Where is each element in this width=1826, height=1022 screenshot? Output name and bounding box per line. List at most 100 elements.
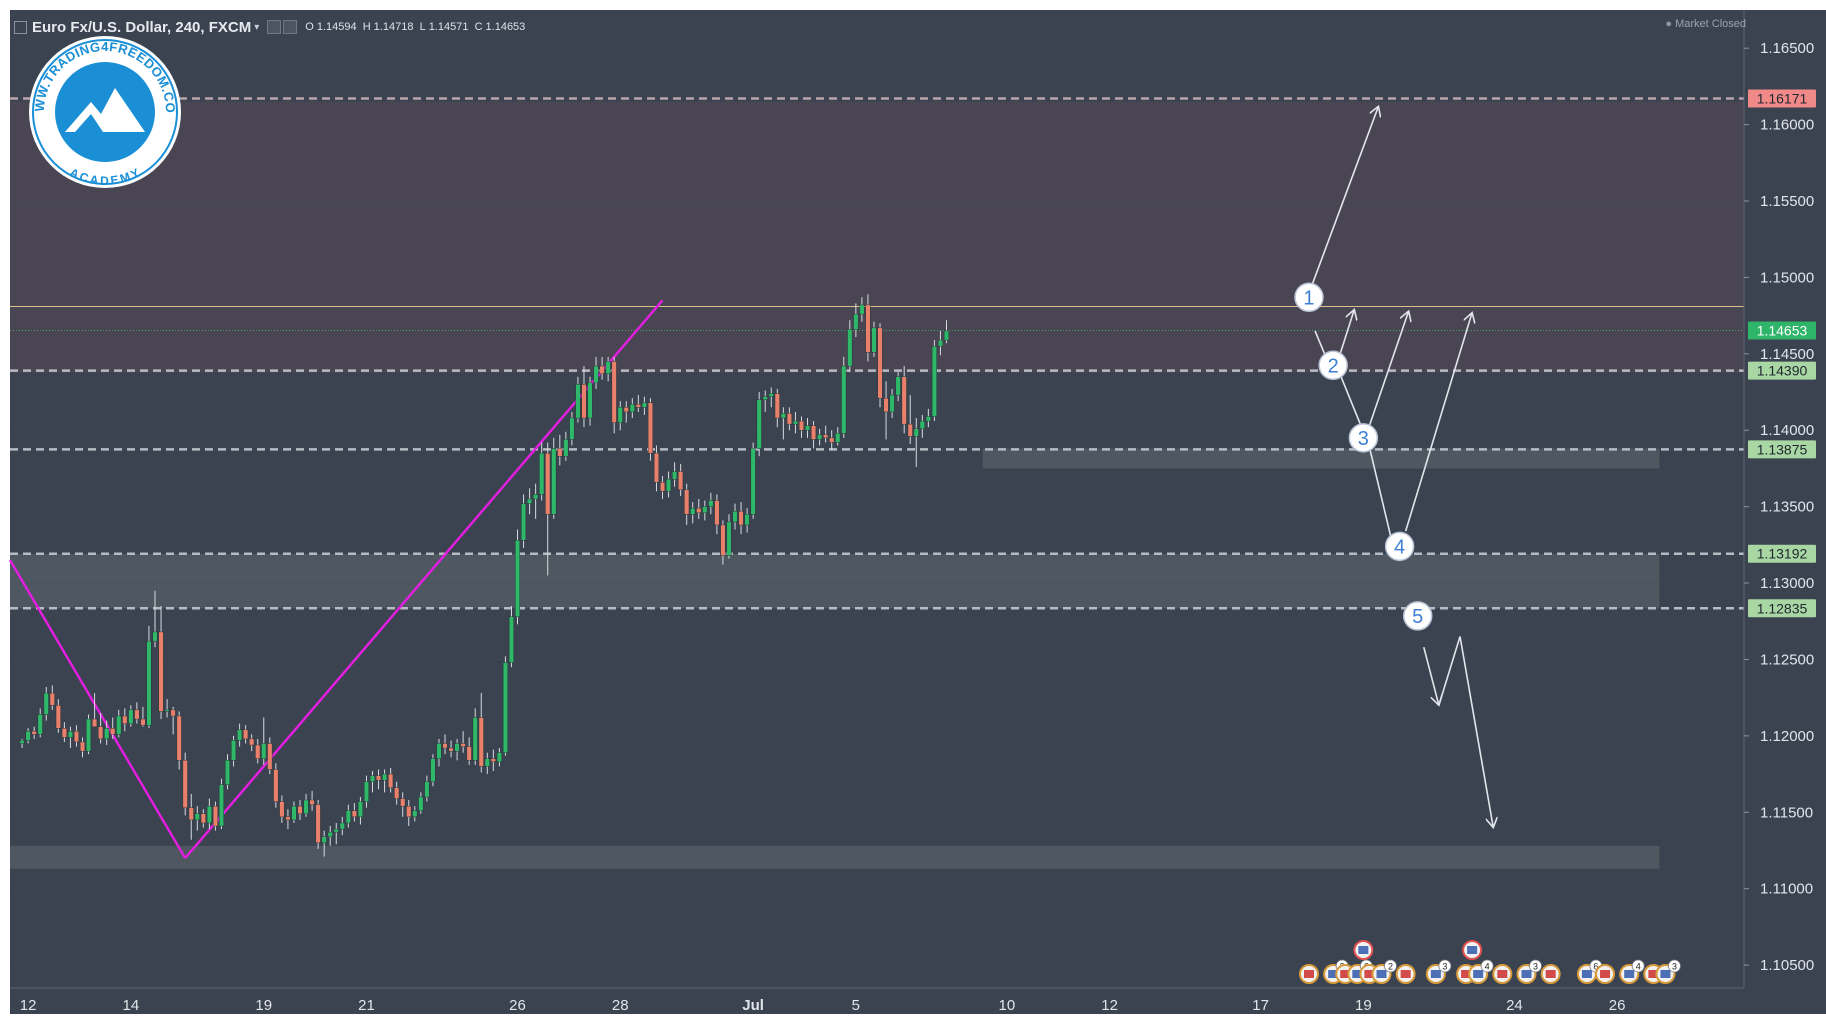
event-flag-fill	[1376, 970, 1387, 978]
candle-body-up	[943, 330, 949, 341]
economic-event-icon[interactable]: 3	[1425, 959, 1452, 984]
candle-body-down	[243, 729, 249, 740]
time-tick-label: 24	[1506, 997, 1523, 1014]
candle-body-down	[61, 728, 67, 738]
price-tick-label: 1.13000	[1760, 575, 1814, 592]
time-tick-label: 26	[1609, 997, 1626, 1014]
candle-body-down	[714, 500, 720, 526]
candle-body-down	[774, 393, 780, 419]
low-value: 1.14571	[428, 21, 469, 33]
candle-body-up	[895, 376, 901, 396]
economic-event-icon[interactable]	[1462, 940, 1483, 960]
candle	[110, 717, 116, 739]
economic-event-icon[interactable]	[1492, 964, 1513, 984]
price-axis[interactable]: 1.16500 1.16000 1.15500 1.15000 1.14500 1.140…	[1744, 40, 1814, 974]
candle-body-down	[442, 743, 448, 749]
scenario-marker-4[interactable]: 4	[1384, 531, 1415, 562]
economic-event-icon[interactable]: 4	[1468, 959, 1494, 984]
time-axis[interactable]: 12 14 19 21 26 28 Jul 5 10 12 17 19 24 26	[20, 997, 1626, 1014]
compare-icon[interactable]	[283, 20, 298, 34]
candle	[104, 720, 110, 746]
price-tick-label: 1.15500	[1760, 193, 1814, 210]
candle	[406, 800, 412, 827]
economic-event-icon[interactable]	[1353, 940, 1374, 960]
candle	[623, 401, 629, 423]
collapse-icon[interactable]	[14, 20, 27, 34]
time-tick-label: 19	[255, 997, 272, 1014]
economic-event-icon[interactable]	[1298, 964, 1319, 984]
candle	[829, 430, 835, 451]
event-count-text: 6	[1593, 962, 1598, 972]
economic-event-icon[interactable]: 3	[1655, 959, 1681, 984]
scenario-marker-1[interactable]: 1	[1294, 282, 1324, 313]
marker-circle	[1384, 531, 1415, 562]
scenario-marker-2[interactable]: 2	[1318, 350, 1348, 381]
candle-body-up	[152, 631, 158, 642]
chevron-down-icon[interactable]: ▾	[254, 21, 260, 33]
candle-body-up	[931, 345, 937, 417]
marker-number: 3	[1358, 428, 1369, 450]
candle-body-up	[593, 365, 599, 384]
candle-body-down	[134, 709, 140, 720]
economic-event-icon[interactable]	[1540, 964, 1561, 984]
close-label: C	[474, 21, 483, 33]
candle	[315, 800, 321, 849]
event-flag-fill	[1660, 970, 1671, 978]
candle-body-down	[720, 524, 726, 556]
candle	[333, 822, 339, 845]
candle	[200, 809, 206, 828]
candle	[19, 738, 25, 749]
candle-body-up	[805, 425, 811, 431]
candle	[599, 356, 605, 380]
marker-circle	[1348, 423, 1379, 453]
candle	[943, 320, 949, 344]
candle	[684, 483, 690, 525]
candle	[901, 366, 907, 434]
scenario-marker-5[interactable]: 5	[1402, 601, 1433, 631]
price-tick-label: 1.12500	[1760, 651, 1814, 668]
scenario-marker-3[interactable]: 3	[1348, 423, 1379, 453]
candle-body-down	[73, 731, 79, 743]
candle	[61, 722, 67, 742]
candle-body-up	[756, 399, 762, 449]
candle-body-up	[357, 801, 363, 818]
candle	[321, 830, 327, 857]
event-flag-fill	[1648, 970, 1659, 978]
zone-upper-0	[10, 101, 1744, 307]
candle	[919, 414, 925, 438]
price-badge-text: 1.14390	[1757, 363, 1808, 379]
candle	[388, 767, 394, 793]
event-count-text: 3	[1533, 962, 1538, 972]
economic-event-icon[interactable]: 3	[1516, 959, 1542, 984]
candle	[605, 356, 611, 382]
candle-body-up	[291, 805, 297, 821]
candle-body-down	[170, 709, 176, 717]
event-flag-fill	[1358, 946, 1369, 954]
event-flag-fill	[1545, 970, 1556, 978]
candle-body-up	[605, 361, 611, 374]
symbol-title[interactable]: Euro Fx/U.S. Dollar, 240, FXCM	[32, 18, 252, 36]
candle	[472, 708, 478, 765]
candle	[696, 499, 702, 519]
economic-event-icon[interactable]	[1595, 964, 1616, 984]
candle	[128, 705, 134, 727]
candle	[768, 387, 774, 408]
candle-body-down	[798, 420, 804, 431]
logo-outer-ring	[32, 39, 178, 185]
candle-body-down	[653, 452, 659, 483]
economic-event-icon[interactable]	[1395, 964, 1416, 984]
marker-circle	[1294, 282, 1324, 313]
candle-body-up	[128, 709, 134, 724]
economic-event-icon[interactable]: 2	[1371, 959, 1397, 984]
candle-body-up	[86, 718, 92, 752]
candle-body-down	[255, 744, 261, 759]
settings-icon[interactable]	[267, 20, 282, 34]
economic-event-icon[interactable]: 4	[1619, 959, 1645, 984]
candle-body-up	[732, 511, 738, 523]
trendline-0[interactable]	[8, 559, 187, 859]
candle	[811, 421, 817, 449]
candle	[617, 401, 623, 431]
candle-body-up	[792, 420, 798, 425]
candle-body-up	[672, 471, 678, 480]
